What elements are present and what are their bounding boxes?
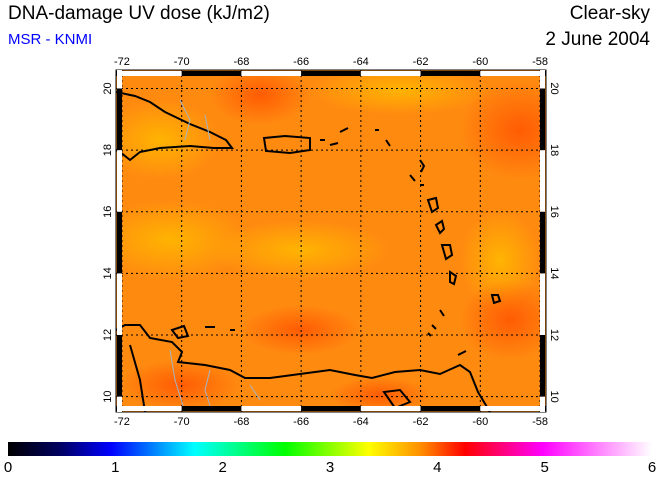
frame-segment [540, 396, 545, 412]
lon-tick-top: -70 [174, 56, 190, 68]
lon-tick-bottom: -64 [353, 416, 369, 428]
lat-tick-left: 12 [102, 329, 114, 341]
lon-tick-bottom: -62 [413, 416, 429, 428]
frame-segment [420, 71, 481, 76]
colorbar-label: 2 [218, 459, 227, 476]
lon-tick-bottom: -72 [114, 416, 130, 428]
lon-tick-bottom: -70 [174, 416, 190, 428]
frame-segment [540, 70, 545, 89]
lat-tick-right: 10 [548, 390, 560, 402]
colorbar-label: 5 [540, 459, 549, 476]
lat-tick-left: 10 [102, 390, 114, 402]
coastlines [116, 91, 502, 412]
frame-segment [301, 406, 361, 411]
lon-tick-top: -68 [233, 56, 249, 68]
frame-segment [117, 88, 122, 151]
lat-tick-right: 20 [548, 82, 560, 94]
lon-tick-top: -62 [413, 56, 429, 68]
frame-segment [480, 406, 541, 411]
lat-tick-left: 16 [102, 206, 114, 218]
axis-ticks: -72 -72 -70 -70 -68 -68 -66 -66 -64 -64 -62 -62 -60 -… [102, 56, 560, 428]
sky-mode-label: Clear-sky [569, 3, 650, 24]
colorbar-label: 1 [111, 459, 120, 476]
lon-tick-top: -58 [532, 56, 548, 68]
map-title: DNA-damage UV dose (kJ/m2) [8, 3, 270, 24]
frame-segment [121, 406, 182, 411]
frame-segment [420, 406, 481, 411]
lon-tick-bottom: -58 [532, 416, 548, 428]
lon-tick-top: -66 [293, 56, 309, 68]
lat-tick-right: 18 [548, 144, 560, 156]
lon-tick-top: -60 [472, 56, 488, 68]
frame-segment [480, 71, 541, 76]
frame-segment [540, 150, 545, 212]
lon-tick-top: -72 [114, 56, 130, 68]
lat-tick-left: 20 [102, 82, 114, 94]
frame-segment [540, 273, 545, 335]
frame-segment [241, 406, 302, 411]
date-label: 2 June 2004 [545, 29, 650, 50]
frame-segment [117, 211, 122, 274]
colorbar-label: 0 [3, 459, 13, 476]
uv-field [116, 70, 546, 412]
lat-tick-right: 14 [548, 267, 560, 279]
colorbar [8, 442, 652, 456]
frame-segment [360, 406, 421, 411]
lon-tick-top: -64 [353, 56, 369, 68]
colorbar-label: 4 [433, 459, 442, 476]
lon-tick-bottom: -68 [233, 416, 249, 428]
frame-segment [360, 71, 421, 76]
lat-tick-right: 16 [548, 206, 560, 218]
frame-segment [121, 71, 182, 76]
lat-tick-left: 14 [102, 267, 114, 279]
frame-segment [540, 211, 545, 274]
colorbar-label: 3 [325, 459, 335, 476]
lat-tick-left: 18 [102, 144, 114, 156]
lat-tick-right: 12 [548, 329, 560, 341]
frame-segment [117, 70, 122, 89]
frame-segment [540, 334, 545, 397]
frame-segment [241, 71, 302, 76]
source-label: MSR - KNMI [8, 31, 93, 48]
lon-tick-bottom: -66 [293, 416, 309, 428]
frame-segment [181, 71, 242, 76]
frame-outline [115, 69, 547, 413]
frame-segment [181, 406, 242, 411]
frame-segment [117, 334, 122, 397]
map-frame [115, 69, 547, 413]
borders [169, 99, 261, 412]
colorbar-label: 6 [647, 459, 657, 476]
frame-segment [117, 273, 122, 335]
frame-segment [117, 396, 122, 412]
frame-segment [117, 150, 122, 212]
frame-segment [540, 88, 545, 151]
frame-segment [301, 71, 361, 76]
lon-tick-bottom: -60 [472, 416, 488, 428]
